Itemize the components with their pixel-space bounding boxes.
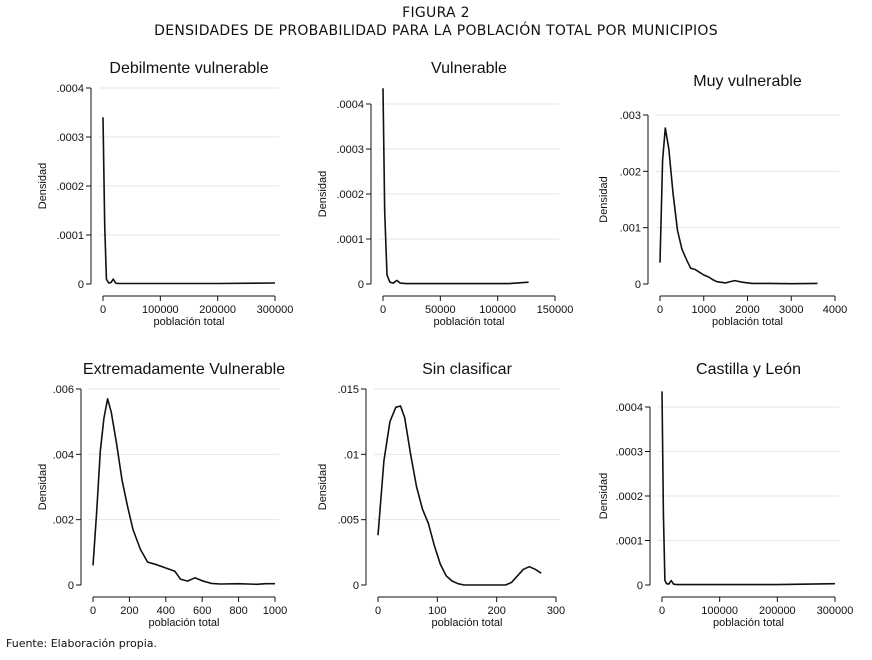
y-tick-label: .01: [344, 449, 359, 461]
chart-panel: Muy vulnerable 0 .001 .002 .003 0 1000 2000 3000…: [598, 73, 847, 328]
y-tick-label: .006: [53, 384, 74, 396]
density-line: [102, 117, 276, 285]
chart-panel: Debilmente vulnerable 0 .0001 .0002 .0003 .00…: [37, 60, 293, 328]
y-tick-label: .0001: [615, 536, 643, 548]
y-tick-label: .0002: [336, 189, 364, 201]
x-axis-label: población total: [434, 316, 505, 328]
x-tick-label: 0: [657, 304, 663, 316]
density-line: [92, 397, 275, 586]
y-tick-label: .002: [620, 166, 641, 178]
source-note: Fuente: Elaboración propia.: [6, 637, 158, 650]
y-tick-label: .003: [620, 110, 641, 122]
x-tick-label: 100000: [479, 304, 516, 316]
y-tick-label: .0003: [336, 144, 364, 156]
x-tick-label: 100000: [701, 605, 738, 617]
density-line: [659, 127, 818, 285]
x-axis-label: población total: [712, 316, 783, 328]
x-tick-label: 0: [90, 605, 96, 617]
chart-title: Muy vulnerable: [693, 73, 802, 90]
y-tick-label: .0004: [615, 402, 643, 414]
x-tick-label: 4000: [823, 304, 847, 316]
chart-panel: Castilla y León 0 .0001 .0002 .0003 .0004 0 100…: [598, 361, 853, 629]
density-line: [661, 391, 836, 586]
density-line: [382, 88, 529, 285]
chart-title: Vulnerable: [431, 60, 507, 77]
chart-title: Debilmente vulnerable: [109, 60, 268, 77]
x-tick-label: 200: [487, 605, 505, 617]
x-tick-label: 200: [120, 605, 138, 617]
chart-title: Extremadamente Vulnerable: [83, 361, 285, 378]
x-tick-label: 3000: [779, 304, 803, 316]
x-tick-label: 600: [193, 605, 211, 617]
y-tick-label: 0: [637, 580, 643, 592]
x-tick-label: 0: [380, 304, 386, 316]
y-tick-label: 0: [353, 580, 359, 592]
chart-panel: Extremadamente Vulnerable 0 .002 .004 .006 0 2…: [37, 361, 287, 629]
y-axis-label: Densidad: [37, 464, 49, 510]
x-tick-label: 200000: [759, 605, 796, 617]
x-axis-label: población total: [432, 617, 503, 629]
y-tick-label: .0004: [336, 99, 364, 111]
y-tick-label: .0002: [56, 181, 84, 193]
y-tick-label: 0: [78, 279, 84, 291]
y-tick-label: .015: [338, 384, 359, 396]
y-axis-label: Densidad: [598, 473, 610, 519]
x-tick-label: 0: [659, 605, 665, 617]
y-tick-label: .0001: [336, 234, 364, 246]
x-tick-label: 200000: [199, 304, 236, 316]
chart-panel: Vulnerable 0 .0001 .0002 .0003 .0004 0 50000 100…: [317, 60, 573, 328]
x-tick-label: 100000: [142, 304, 179, 316]
y-tick-label: .002: [53, 515, 74, 527]
x-axis-label: población total: [154, 316, 225, 328]
x-axis-label: población total: [149, 617, 220, 629]
x-tick-label: 1000: [263, 605, 287, 617]
x-tick-label: 300000: [817, 605, 854, 617]
y-axis-label: Densidad: [317, 464, 329, 510]
y-tick-label: .0004: [56, 83, 84, 95]
y-tick-label: .0003: [56, 132, 84, 144]
chart-title: Sin clasificar: [422, 361, 512, 378]
y-tick-label: .001: [620, 223, 641, 235]
x-tick-label: 400: [157, 605, 175, 617]
x-tick-label: 800: [229, 605, 247, 617]
y-axis-label: Densidad: [598, 176, 610, 222]
x-tick-label: 100: [428, 605, 446, 617]
y-tick-label: .005: [338, 515, 359, 527]
x-tick-label: 50000: [425, 304, 456, 316]
y-tick-label: .0003: [615, 447, 643, 459]
figure-label: FIGURA 2: [402, 5, 470, 21]
chart-title: Castilla y León: [696, 361, 801, 378]
y-tick-label: .004: [53, 449, 74, 461]
x-tick-label: 300: [547, 605, 565, 617]
x-axis-label: población total: [713, 617, 784, 629]
x-tick-label: 0: [375, 605, 381, 617]
y-axis-label: Densidad: [37, 163, 49, 209]
density-line: [377, 405, 542, 586]
figure-title: DENSIDADES DE PROBABILIDAD PARA LA POBLA…: [154, 23, 718, 39]
x-tick-label: 1000: [692, 304, 716, 316]
y-tick-label: 0: [358, 279, 364, 291]
x-tick-label: 0: [100, 304, 106, 316]
y-tick-label: 0: [635, 279, 641, 291]
y-tick-label: .0001: [56, 230, 84, 242]
y-tick-label: .0002: [615, 491, 643, 503]
figure-header: FIGURA 2 DENSIDADES DE PROBABILIDAD PARA…: [0, 4, 872, 40]
x-tick-label: 300000: [257, 304, 294, 316]
y-axis-label: Densidad: [317, 171, 329, 217]
x-tick-label: 150000: [537, 304, 574, 316]
chart-panel: Sin clasificar 0 .005 .01 .015 0 100 200 300 pobl…: [317, 361, 565, 629]
x-tick-label: 2000: [735, 304, 759, 316]
y-tick-label: 0: [68, 580, 74, 592]
